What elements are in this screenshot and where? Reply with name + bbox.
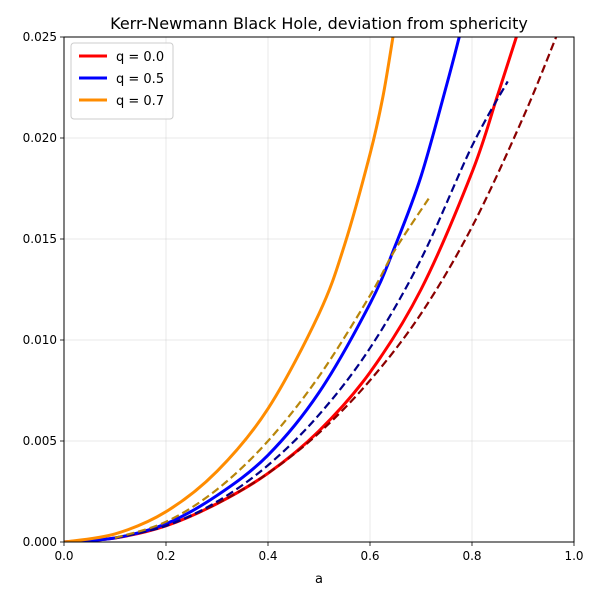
plot-frame xyxy=(63,36,575,543)
y-tick-label: 0.010 xyxy=(23,333,57,347)
series-line xyxy=(64,37,461,542)
legend-label: q = 0.7 xyxy=(116,94,164,109)
chart-title: Kerr-Newmann Black Hole, deviation from … xyxy=(110,14,528,33)
x-tick-label: 1.0 xyxy=(564,549,583,563)
x-axis-label: a xyxy=(315,572,323,587)
x-tick-label: 0.4 xyxy=(258,549,277,563)
series-line xyxy=(64,37,518,542)
y-tick-label: 0.015 xyxy=(23,232,57,246)
y-tick-label: 0.000 xyxy=(23,535,57,549)
y-tick-label: 0.005 xyxy=(23,434,57,448)
x-tick-label: 0.0 xyxy=(54,549,73,563)
x-tick-label: 0.2 xyxy=(156,549,175,563)
legend-label: q = 0.5 xyxy=(116,72,164,87)
x-tick-label: 0.8 xyxy=(462,549,481,563)
dashed-series-line xyxy=(114,197,430,540)
dashed-series-line xyxy=(114,80,509,540)
y-tick-label: 0.025 xyxy=(23,30,57,44)
series-line xyxy=(64,37,395,542)
x-tick-label: 0.6 xyxy=(360,549,379,563)
y-tick-label: 0.020 xyxy=(23,131,57,145)
dashed-series-line xyxy=(114,37,558,540)
legend-label: q = 0.0 xyxy=(116,50,164,65)
legend: q = 0.0 q = 0.5 q = 0.7 xyxy=(70,42,174,120)
